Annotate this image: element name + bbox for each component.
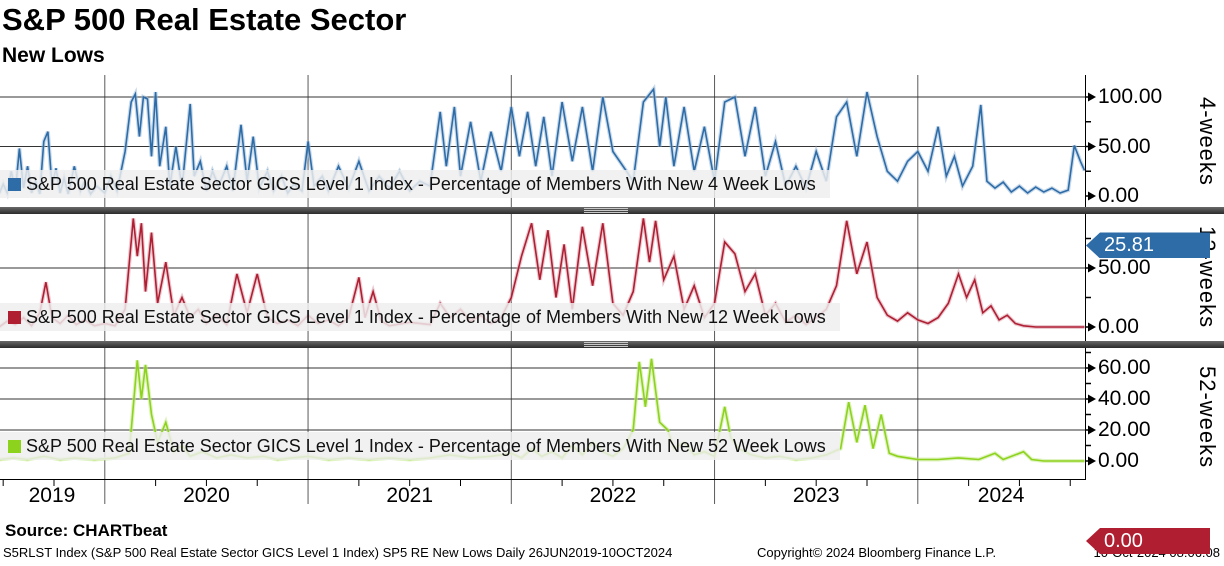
year-label: 2022 [589,484,637,507]
year-label: 2023 [792,484,840,507]
axis-tick-label: 0.00 [1098,449,1139,472]
panel-4-weeks: S&P 500 Real Estate Sector GICS Level 1 … [0,75,1224,259]
panel-divider[interactable] [0,341,1224,348]
legend-swatch-icon [8,177,21,191]
panel-divider[interactable] [0,207,1224,214]
axis-tick-label: 50.00 [1098,256,1151,279]
panel-12-weeks-plot [0,214,1096,341]
legend-label: S&P 500 Real Estate Sector GICS Level 1 … [26,173,816,194]
axis-tick-label: 50.00 [1098,134,1151,158]
legend-52-weeks[interactable]: S&P 500 Real Estate Sector GICS Level 1 … [0,432,840,460]
panel-unit-label: 12-weeks [1195,226,1220,329]
page-subtitle: New Lows [2,44,105,67]
footer-ticker-info: S5RLST Index (S&P 500 Real Estate Sector… [3,545,673,560]
year-label: 2019 [28,484,76,507]
legend-swatch-icon [8,310,21,324]
divider-drag-handle-icon[interactable] [584,208,628,213]
source-line: Source: CHARTbeat [5,521,168,540]
last-value-tag-4-weeks: 25.81 [1086,232,1210,259]
axis-tick-label: 40.00 [1098,387,1151,410]
legend-swatch-icon [8,439,21,453]
panel-unit-label: 4-weeks [1195,96,1220,186]
divider-drag-handle-icon[interactable] [584,342,628,347]
axis-tick-label: 0.00 [1098,315,1139,338]
year-label: 2021 [386,484,434,507]
axis-tick-label: 100.00 [1098,85,1163,108]
axis-tick-label: 60.00 [1098,356,1151,379]
year-label: 2024 [977,484,1025,507]
last-value-tag-12-weeks: 0.00 [1086,528,1210,554]
panel-52-weeks: S&P 500 Real Estate Sector GICS Level 1 … [0,348,1224,480]
legend-label: S&P 500 Real Estate Sector GICS Level 1 … [26,435,826,456]
right-axis-line [1085,75,1086,480]
panel-52-weeks-plot [0,348,1096,480]
axis-tick-label: 20.00 [1098,418,1151,441]
panel-unit-label: 52-weeks [1195,366,1220,469]
legend-4-weeks[interactable]: S&P 500 Real Estate Sector GICS Level 1 … [0,170,830,198]
legend-label: S&P 500 Real Estate Sector GICS Level 1 … [26,306,826,327]
footer: S5RLST Index (S&P 500 Real Estate Sector… [0,545,1224,563]
footer-copyright: Copyright© 2024 Bloomberg Finance L.P. [757,545,997,560]
axis-tick-label: 0.00 [1098,184,1139,207]
page-title: S&P 500 Real Estate Sector [2,2,407,37]
panel-12-weeks: S&P 500 Real Estate Sector GICS Level 1 … [0,214,1224,554]
x-axis-strip [2,480,1071,504]
year-label: 2020 [183,484,230,507]
legend-12-weeks[interactable]: S&P 500 Real Estate Sector GICS Level 1 … [0,303,840,331]
